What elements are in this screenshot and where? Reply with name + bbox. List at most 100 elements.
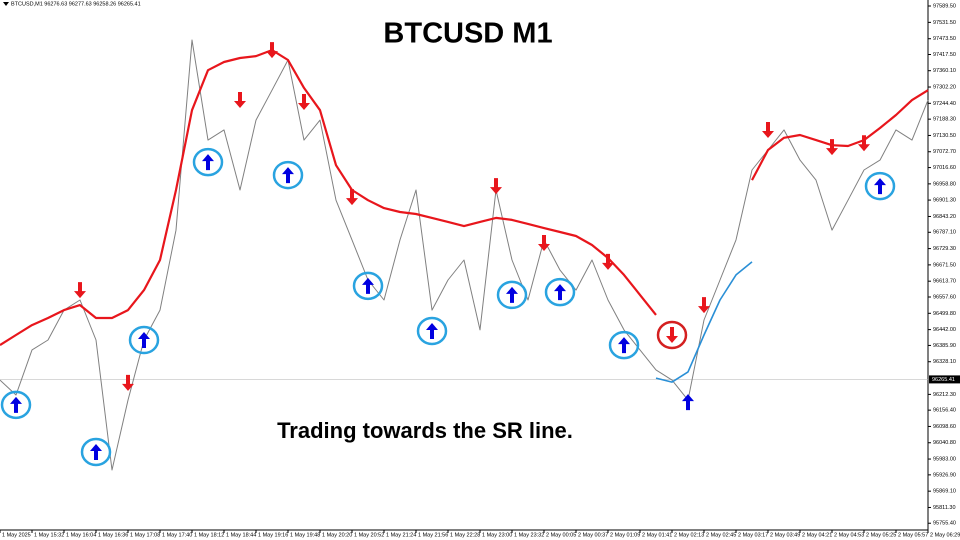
signal-ring xyxy=(608,330,640,360)
signal-arrow xyxy=(538,235,550,252)
x-tick-label: 2 May 05:25 xyxy=(866,532,896,538)
x-tick-label: 1 May 23:00 xyxy=(482,532,512,538)
y-tick-label: 96385.90 xyxy=(933,343,956,349)
signal-arrow xyxy=(138,332,150,349)
y-tick-label: 96442.00 xyxy=(933,327,956,333)
signal-ring xyxy=(416,316,448,346)
x-tick-label: 1 May 17:08 xyxy=(130,532,160,538)
signal-arrow xyxy=(858,135,870,152)
x-tick-label: 1 May 22:28 xyxy=(450,532,480,538)
signal-arrow xyxy=(234,92,246,109)
y-tick-label: 96843.20 xyxy=(933,214,956,220)
x-tick-label: 1 May 21:24 xyxy=(386,532,416,538)
y-tick-label: 95983.00 xyxy=(933,457,956,463)
signal-ring xyxy=(128,325,160,355)
x-tick-label: 2 May 04:53 xyxy=(834,532,864,538)
series-line xyxy=(0,49,929,347)
chart-title: BTCUSD M1 xyxy=(383,18,552,50)
signal-arrow xyxy=(682,394,694,411)
y-tick-label: 97473.50 xyxy=(933,36,956,42)
signal-arrow xyxy=(74,282,86,299)
x-tick-label: 2 May 06:29 xyxy=(930,532,960,538)
y-tick-label: 96613.70 xyxy=(933,279,956,285)
signal-arrow xyxy=(346,189,358,206)
signal-arrow xyxy=(874,178,886,195)
x-tick-label: 2 May 03:49 xyxy=(770,532,800,538)
signal-ring xyxy=(496,280,528,310)
x-tick-label: 2 May 01:09 xyxy=(610,532,640,538)
signal-arrow xyxy=(554,284,566,301)
current-price-tag xyxy=(929,375,960,384)
signal-arrow xyxy=(698,297,710,314)
x-tick-label: 2 May 04:21 xyxy=(802,532,832,538)
y-tick-label: 97589.50 xyxy=(933,3,956,9)
signal-arrow xyxy=(282,167,294,184)
y-tick-label: 97072.70 xyxy=(933,149,956,155)
header: BTCUSD,M1 96276.63 96277.63 96258.26 962… xyxy=(11,1,141,7)
y-tick-label: 96958.80 xyxy=(933,181,956,187)
signal-arrow xyxy=(490,178,502,195)
y-tick-label: 97302.20 xyxy=(933,84,956,90)
signal-arrow xyxy=(10,396,22,413)
y-tick-label: 96499.80 xyxy=(933,311,956,317)
x-tick-label: 1 May 18:12 xyxy=(194,532,224,538)
header-icon xyxy=(3,2,9,6)
signal-arrow xyxy=(202,154,214,171)
signal-arrow xyxy=(618,337,630,354)
series-line xyxy=(0,39,929,471)
x-tick-label: 2 May 00:05 xyxy=(546,532,576,538)
x-tick-label: 1 May 20:52 xyxy=(354,532,384,538)
y-tick-label: 96787.10 xyxy=(933,230,956,236)
x-tick-label: 1 May 15:32 xyxy=(34,532,64,538)
annotation: Trading towards the SR line. xyxy=(277,418,573,443)
signal-arrow xyxy=(506,286,518,303)
signal-arrow xyxy=(122,374,134,391)
y-tick-label: 96040.80 xyxy=(933,440,956,446)
signal-ring xyxy=(544,277,576,307)
x-tick-label: 1 May 16:04 xyxy=(66,532,96,538)
signal-ring xyxy=(80,437,112,467)
x-tick-label: 1 May 18:44 xyxy=(226,532,256,538)
x-tick-label: 2 May 02:13 xyxy=(674,532,704,538)
x-tick-label: 1 May 19:16 xyxy=(258,532,288,538)
y-tick-label: 97016.60 xyxy=(933,165,956,171)
x-tick-label: 2 May 03:17 xyxy=(738,532,768,538)
x-tick-label: 1 May 20:20 xyxy=(322,532,352,538)
x-tick-label: 1 May 19:48 xyxy=(290,532,320,538)
series-line xyxy=(655,261,753,383)
y-tick-label: 96671.50 xyxy=(933,262,956,268)
signal-arrow xyxy=(762,121,774,138)
y-tick-label: 96328.10 xyxy=(933,359,956,365)
x-tick-label: 1 May 16:36 xyxy=(98,532,128,538)
y-tick-label: 97130.50 xyxy=(933,133,956,139)
signal-arrow xyxy=(826,139,838,156)
y-tick-label: 96212.30 xyxy=(933,392,956,398)
signal-ring xyxy=(352,271,384,301)
signal-arrow xyxy=(362,277,374,294)
y-tick-label: 96557.60 xyxy=(933,294,956,300)
y-tick-label: 95926.90 xyxy=(933,472,956,478)
signal-ring xyxy=(272,160,304,190)
signal-ring xyxy=(656,320,688,350)
signal-ring xyxy=(192,147,224,177)
y-tick-label: 97188.30 xyxy=(933,117,956,123)
y-tick-label: 95755.40 xyxy=(933,521,956,527)
signal-arrow xyxy=(298,94,310,111)
x-tick-label: 2 May 02:45 xyxy=(706,532,736,538)
y-tick-label: 96098.60 xyxy=(933,424,956,430)
x-tick-label: 1 May 2025 xyxy=(2,532,31,538)
x-tick-label: 1 May 17:40 xyxy=(162,532,192,538)
x-tick-label: 2 May 00:37 xyxy=(578,532,608,538)
x-tick-label: 1 May 23:32 xyxy=(514,532,544,538)
x-tick-label: 2 May 01:41 xyxy=(642,532,672,538)
signal-arrow xyxy=(602,253,614,270)
y-tick-label: 95811.30 xyxy=(933,505,956,511)
y-tick-label: 96156.40 xyxy=(933,408,956,414)
y-tick-label: 97531.50 xyxy=(933,20,956,26)
current-price-label: 96265.41 xyxy=(932,377,955,383)
signal-ring xyxy=(864,171,896,201)
x-tick-label: 2 May 05:57 xyxy=(898,532,928,538)
y-tick-label: 95869.10 xyxy=(933,489,956,495)
